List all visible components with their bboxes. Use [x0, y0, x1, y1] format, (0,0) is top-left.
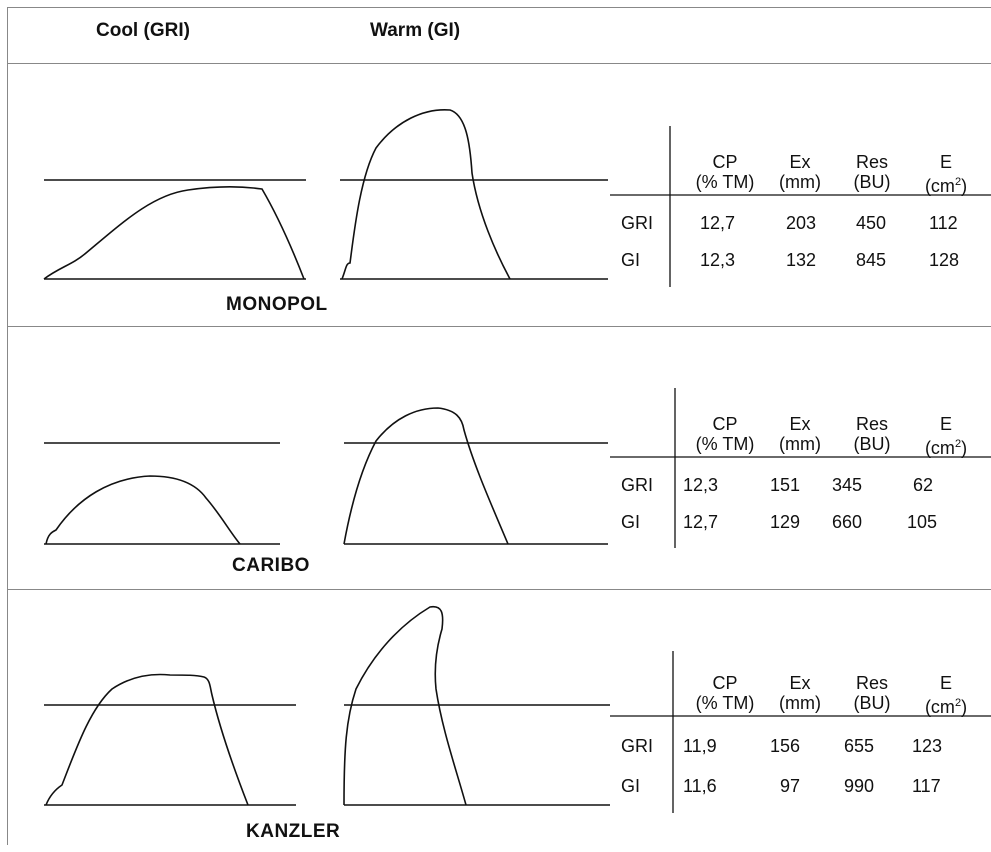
column-header-e: E (cm2) [924, 414, 968, 458]
cool-curve [45, 673, 249, 806]
warm-column-header: Warm (GI) [370, 20, 461, 41]
caribo-curves [44, 388, 991, 548]
value-ex: 151 [770, 475, 801, 495]
value-ex: 203 [786, 213, 817, 233]
value-ex: 97 [780, 776, 801, 796]
value-e: 123 [912, 736, 943, 756]
value-res: 845 [856, 250, 887, 270]
value-res: 345 [832, 475, 863, 495]
warm-curve [341, 109, 511, 280]
value-e: 128 [929, 250, 960, 270]
column-header-e: E (cm2) [924, 673, 968, 717]
row-label-gri: GRI [621, 213, 654, 233]
value-cp: 11,6 [683, 776, 717, 796]
panel-divider-1 [8, 326, 991, 327]
warm-curve [343, 605, 467, 806]
value-cp: 12,3 [683, 475, 719, 495]
value-cp: 12,7 [700, 213, 736, 233]
column-header-e: E (cm2) [924, 152, 968, 196]
kanzler-curves [44, 605, 991, 813]
column-header-cp: CP (% TM) [695, 152, 755, 192]
value-e: 105 [907, 512, 938, 532]
cool-curve [43, 186, 305, 280]
value-e: 62 [913, 475, 934, 495]
row-label-gi: GI [621, 250, 641, 270]
column-header-ex: Ex (mm) [779, 673, 821, 713]
monopol-curves [43, 109, 991, 287]
column-header-cp: CP (% TM) [695, 673, 755, 713]
row-label-gi: GI [621, 512, 641, 532]
column-header-ex: Ex (mm) [779, 152, 821, 192]
column-header-res: Res (BU) [853, 414, 891, 454]
panel-divider-2 [8, 589, 991, 590]
column-header-res: Res (BU) [853, 152, 891, 192]
cultivar-label-caribo: CARIBO [232, 555, 310, 576]
value-res: 990 [844, 776, 875, 796]
value-cp: 12,7 [683, 512, 719, 532]
column-header-res: Res (BU) [853, 673, 891, 713]
header-divider [8, 63, 991, 64]
value-res: 450 [856, 213, 887, 233]
column-header-cp: CP (% TM) [695, 414, 755, 454]
value-res: 655 [844, 736, 875, 756]
cultivar-label-monopol: MONOPOL [226, 294, 328, 315]
value-e: 112 [929, 213, 958, 233]
warm-curve [343, 407, 509, 545]
cool-column-header: Cool (GRI) [96, 20, 190, 41]
value-cp: 12,3 [700, 250, 736, 270]
row-label-gri: GRI [621, 475, 654, 495]
column-header-ex: Ex (mm) [779, 414, 821, 454]
value-ex: 156 [770, 736, 801, 756]
value-e: 117 [912, 776, 941, 796]
figure-frame [7, 7, 991, 845]
row-label-gri: GRI [621, 736, 654, 756]
row-label-gi: GI [621, 776, 641, 796]
cultivar-label-kanzler: KANZLER [246, 821, 341, 842]
value-ex: 129 [770, 512, 801, 532]
value-cp: 11,9 [683, 736, 717, 756]
value-res: 660 [832, 512, 863, 532]
value-ex: 132 [786, 250, 817, 270]
cool-curve [45, 475, 241, 545]
